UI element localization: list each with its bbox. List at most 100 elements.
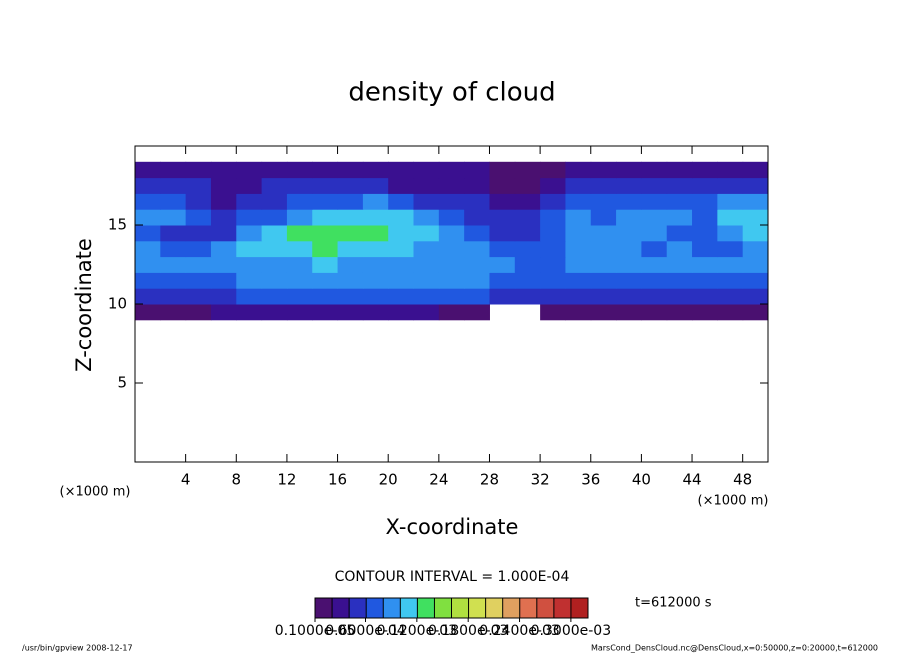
density-cell: [438, 225, 465, 242]
density-cell: [742, 288, 769, 305]
density-cell: [717, 288, 744, 305]
density-cell: [489, 240, 516, 258]
density-cell: [438, 288, 465, 305]
density-cell: [286, 177, 313, 194]
density-cell: [413, 209, 440, 226]
density-cell: [565, 193, 592, 210]
density-cell: [540, 240, 566, 258]
density-cell: [413, 304, 440, 321]
density-cell: [464, 225, 490, 242]
colorbar-swatch: [485, 598, 503, 618]
density-cell: [565, 304, 592, 321]
density-cell: [464, 161, 490, 179]
density-cell: [514, 256, 541, 273]
x-tick-label: 12: [277, 471, 296, 489]
colorbar-tick-label: 0.2400e-03: [479, 623, 559, 639]
density-cell: [590, 304, 617, 321]
density-cell: [464, 272, 490, 289]
density-cell: [135, 161, 161, 179]
density-cell: [236, 209, 263, 226]
density-cell: [489, 209, 516, 226]
density-cell: [692, 288, 718, 305]
colorbar-swatch: [451, 598, 469, 618]
density-cell: [616, 177, 642, 194]
x-tick-label: 36: [581, 471, 600, 489]
density-cell: [261, 288, 288, 305]
density-cell: [160, 256, 187, 273]
density-cell: [641, 272, 668, 289]
density-cell: [135, 240, 161, 258]
density-cell: [742, 304, 769, 321]
density-cell: [666, 177, 693, 194]
density-cell: [160, 177, 187, 194]
density-cell: [717, 272, 744, 289]
density-cell: [717, 177, 744, 194]
time-label: t=612000 s: [635, 596, 712, 611]
density-cell: [464, 304, 490, 321]
y-tick-label: 5: [117, 374, 127, 392]
density-cell: [666, 225, 693, 242]
density-cell: [666, 209, 693, 226]
colorbar-swatch: [417, 598, 435, 618]
density-cell: [160, 288, 187, 305]
density-cell: [286, 161, 313, 179]
density-cell: [236, 161, 263, 179]
density-cell: [337, 240, 364, 258]
density-cell: [438, 177, 465, 194]
density-cell: [388, 193, 415, 210]
density-cell: [641, 225, 668, 242]
density-cell: [717, 193, 744, 210]
density-cell: [590, 225, 617, 242]
density-cell: [717, 209, 744, 226]
x-tick-label: 20: [379, 471, 398, 489]
density-cell: [337, 209, 364, 226]
density-cell: [540, 209, 566, 226]
density-cell: [337, 177, 364, 194]
density-cell: [565, 209, 592, 226]
density-cell: [135, 177, 161, 194]
density-cell: [540, 193, 566, 210]
density-cell: [489, 193, 516, 210]
density-cell: [616, 304, 642, 321]
density-cell: [362, 225, 389, 242]
x-axis-label: X-coordinate: [386, 515, 519, 539]
density-cell: [210, 193, 237, 210]
density-cell: [464, 209, 490, 226]
density-cell: [565, 177, 592, 194]
density-cell: [464, 193, 490, 210]
density-cell: [337, 225, 364, 242]
density-cell: [312, 209, 339, 226]
density-cell: [742, 209, 769, 226]
density-cell: [489, 256, 516, 273]
density-cell: [590, 256, 617, 273]
density-cell: [565, 240, 592, 258]
density-cell: [514, 225, 541, 242]
colorbar-swatch: [536, 598, 555, 618]
density-cell: [514, 209, 541, 226]
density-cell: [413, 177, 440, 194]
density-cell: [692, 177, 718, 194]
colorbar-frame: [314, 597, 589, 619]
x-tick-label: 8: [232, 471, 242, 489]
density-cell: [312, 256, 339, 273]
density-cell: [666, 272, 693, 289]
colorbar-tick-label: 0.1200e-03: [377, 623, 457, 639]
x-tick-label: 28: [480, 471, 499, 489]
density-cell: [413, 193, 440, 210]
density-cell: [464, 177, 490, 194]
density-cell: [362, 304, 389, 321]
colorbar-swatch: [570, 598, 589, 618]
density-cell: [717, 304, 744, 321]
density-cell: [185, 288, 212, 305]
density-cell: [312, 304, 339, 321]
density-cell: [565, 272, 592, 289]
density-cell: [565, 161, 592, 179]
density-cell: [438, 304, 465, 321]
x-tick-label: 44: [682, 471, 701, 489]
x-tick-label: 32: [531, 471, 550, 489]
density-cell: [590, 161, 617, 179]
density-cell: [388, 177, 415, 194]
y-tick-label: 15: [108, 216, 127, 234]
density-cell: [312, 272, 339, 289]
density-cell: [692, 161, 718, 179]
